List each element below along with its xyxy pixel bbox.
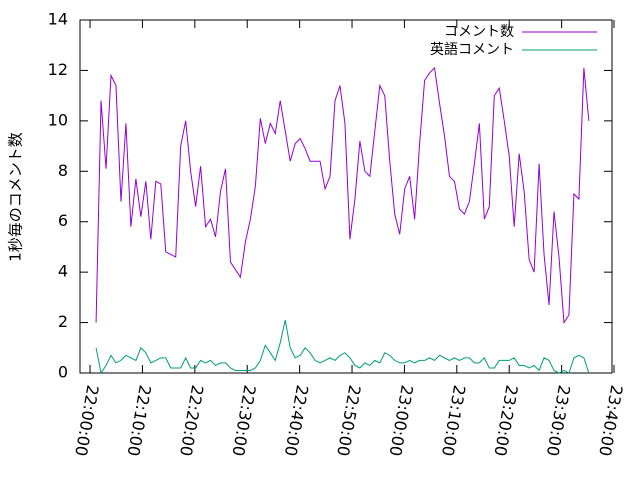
y-tick-label: 6	[58, 211, 68, 230]
plot-border	[79, 19, 613, 374]
y-axis-label: 1秒毎のコメント数	[7, 132, 25, 262]
y-tick-label: 10	[48, 110, 68, 129]
y-tick-label: 12	[48, 60, 68, 79]
y-tick-label: 2	[58, 312, 68, 331]
y-tick-label: 14	[48, 10, 68, 29]
series-line	[95, 66, 590, 325]
y-tick-label: 0	[58, 363, 68, 382]
series-line	[95, 319, 590, 375]
y-tick-label: 8	[58, 161, 68, 180]
y-tick-label: 4	[58, 262, 68, 281]
legend-label: 英語コメント	[430, 41, 514, 58]
legend-label: コメント数	[444, 24, 514, 40]
